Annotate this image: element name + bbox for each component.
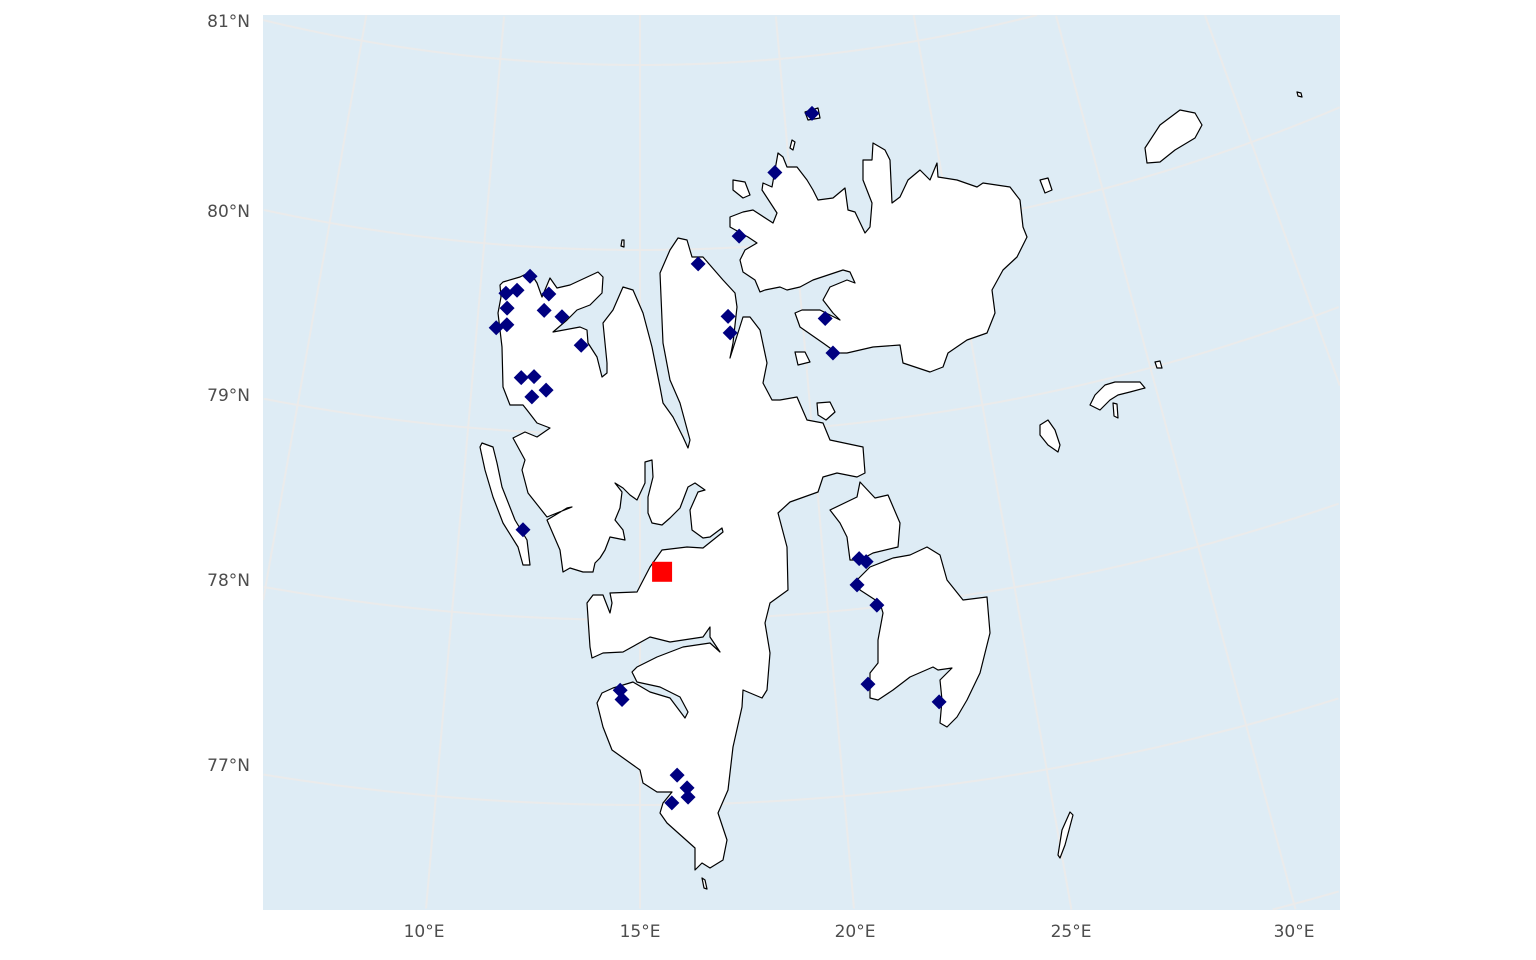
parallel-81 [263,15,1038,66]
lon-label-10: 10°E [403,922,445,942]
station-marker-11 [513,370,529,386]
barentsoya [829,481,901,561]
meridian-30 [1055,15,1297,910]
station-marker-3 [509,282,525,298]
parallel-78 [263,502,1340,621]
station-marker-17 [720,308,736,324]
station-marker-14 [524,389,540,405]
lat-label-80: 80°N [207,202,250,222]
meridian-35 [1204,15,1340,386]
station-marker-35 [664,795,680,811]
kong-karls-land [1089,360,1163,419]
station-marker-2 [498,285,514,301]
spitsbergen [497,237,866,871]
parallel-77 [263,697,1339,806]
lon-label-15: 15°E [619,922,661,942]
lon-label-25: 25°E [1050,922,1092,942]
station-marker-31 [614,691,630,707]
station-marker-18 [722,325,738,341]
station-marker-19 [731,228,747,244]
station-marker-13 [538,382,554,398]
station-marker-4 [541,286,557,302]
station-marker-22 [817,310,833,326]
kvitoya [1144,109,1203,164]
station-marker-16 [690,256,706,272]
station-marker-27 [869,597,885,613]
small-islands [620,91,1303,890]
highlight-marker-layer [652,561,673,582]
station-marker-9 [499,317,515,333]
svenskoya [1039,419,1061,453]
station-marker-29 [931,694,947,710]
station-marker-5 [499,300,515,316]
station-marker-23 [825,345,841,361]
hopen [1057,811,1074,859]
edgeoya [856,546,991,728]
lat-label-77: 77°N [207,756,250,776]
meridian-25 [912,15,1073,910]
station-marker-15 [515,522,531,538]
lon-label-20: 20°E [834,922,876,942]
station-marker-28 [860,676,876,692]
highlight-marker [652,561,673,582]
station-markers [488,105,947,811]
nordaustlandet [729,142,1028,373]
station-marker-7 [554,309,570,325]
lon-label-30: 30°E [1273,922,1315,942]
lat-label-78: 78°N [207,571,250,591]
station-marker-20 [804,105,820,121]
station-marker-33 [679,780,695,796]
station-marker-10 [573,337,589,353]
station-marker-1 [522,268,538,284]
meridian-10 [425,16,506,909]
lat-label-81: 81°N [207,12,250,32]
station-marker-6 [536,302,552,318]
station-marker-32 [669,767,685,783]
parallel-76 [1272,890,1339,910]
lat-label-79: 79°N [207,386,250,406]
station-marker-21 [767,165,783,181]
station-marker-34 [680,789,696,805]
station-marker-8 [488,320,504,336]
station-marker-25 [858,554,874,570]
prins-karls-forland [479,442,531,566]
station-marker-12 [526,369,542,385]
land-layer [479,91,1303,890]
meridian-5 [263,15,368,601]
station-marker-26 [849,577,865,593]
